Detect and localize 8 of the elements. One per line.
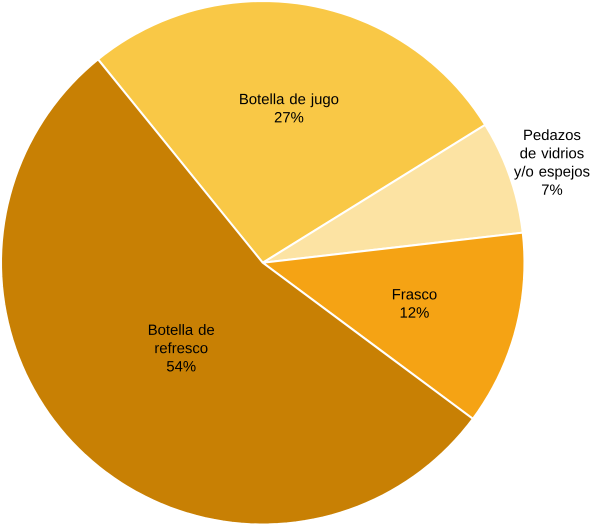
data-label: 12%: [400, 307, 429, 318]
data-label: 7%: [542, 184, 562, 196]
data-label: 54%: [166, 361, 196, 372]
data-label: 27%: [274, 112, 304, 123]
slice-label: Botella de refresco: [148, 324, 214, 354]
slice-label: Botella de jugo: [240, 94, 338, 108]
slice-label: Pedazos de vidrios y/o espejos: [514, 129, 590, 180]
slice-label: Frasco: [392, 289, 437, 300]
